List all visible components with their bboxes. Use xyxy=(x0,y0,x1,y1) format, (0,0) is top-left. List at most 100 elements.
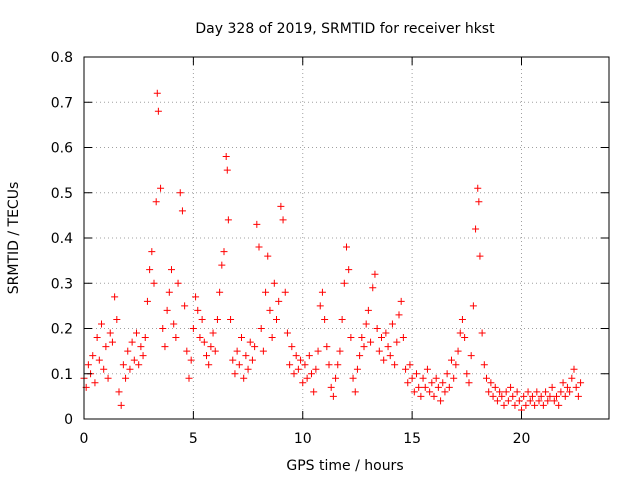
data-point xyxy=(154,107,162,115)
data-point xyxy=(209,329,217,337)
data-point xyxy=(327,383,335,391)
data-point xyxy=(498,392,506,400)
data-point xyxy=(478,329,486,337)
data-point xyxy=(570,365,578,373)
data-point xyxy=(456,329,464,337)
data-point xyxy=(130,356,138,364)
data-point xyxy=(487,379,495,387)
data-point xyxy=(443,370,451,378)
data-point xyxy=(415,383,423,391)
data-point xyxy=(572,383,580,391)
data-point xyxy=(222,153,230,161)
data-point xyxy=(211,347,219,355)
data-point xyxy=(168,266,175,274)
data-point xyxy=(292,352,300,360)
data-point xyxy=(568,374,576,382)
data-point xyxy=(255,243,263,251)
data-point xyxy=(93,334,101,342)
data-point xyxy=(329,392,337,400)
plot-frame xyxy=(83,56,610,420)
data-point xyxy=(106,329,114,337)
data-point xyxy=(417,392,425,400)
data-point xyxy=(349,374,357,382)
data-point xyxy=(353,365,361,373)
data-point xyxy=(325,361,333,369)
data-point xyxy=(240,374,248,382)
x-tick-label: 5 xyxy=(189,431,198,447)
data-point xyxy=(391,361,399,369)
data-point xyxy=(152,198,160,206)
data-point xyxy=(270,279,278,287)
data-point xyxy=(397,297,405,305)
data-point xyxy=(290,370,298,378)
data-point xyxy=(340,279,348,287)
data-point xyxy=(266,306,274,314)
data-point xyxy=(137,343,145,351)
y-tick-label: 0.5 xyxy=(51,186,73,202)
data-point xyxy=(531,401,539,409)
data-point xyxy=(474,184,482,192)
data-point xyxy=(207,343,215,351)
data-point xyxy=(362,320,370,328)
data-point xyxy=(279,216,287,224)
data-point xyxy=(244,365,252,373)
x-axis-label: GPS time / hours xyxy=(286,458,403,474)
y-tick-label: 0.1 xyxy=(51,367,73,383)
data-point xyxy=(238,334,245,342)
data-point xyxy=(84,361,92,369)
data-point xyxy=(364,306,372,314)
data-point xyxy=(493,397,501,405)
data-point xyxy=(375,347,383,355)
data-point xyxy=(223,166,231,174)
data-point xyxy=(321,315,329,323)
data-point xyxy=(491,383,499,391)
data-point xyxy=(98,320,105,328)
data-point xyxy=(408,374,416,382)
data-point xyxy=(467,352,475,360)
data-point xyxy=(428,379,436,387)
data-point xyxy=(288,343,296,351)
data-point xyxy=(485,388,493,396)
data-point xyxy=(515,397,523,405)
data-point xyxy=(172,334,180,342)
data-point xyxy=(159,325,167,332)
data-point xyxy=(174,279,182,287)
data-point xyxy=(511,401,519,409)
data-point xyxy=(91,379,99,387)
data-point xyxy=(187,356,195,364)
data-point xyxy=(373,325,381,332)
data-point xyxy=(303,374,311,382)
data-point xyxy=(475,198,483,206)
data-point xyxy=(432,374,440,382)
data-point xyxy=(504,397,512,405)
data-point xyxy=(557,388,565,396)
data-point xyxy=(308,370,315,378)
data-point xyxy=(146,266,154,274)
data-point xyxy=(371,270,379,278)
data-point xyxy=(253,220,261,228)
data-point xyxy=(299,379,307,387)
data-point xyxy=(310,388,318,396)
data-point xyxy=(395,311,403,319)
data-point xyxy=(358,334,366,342)
data-point xyxy=(218,261,226,269)
x-tick-label: 15 xyxy=(403,431,421,447)
data-point xyxy=(533,388,541,396)
data-point xyxy=(200,338,208,346)
data-point xyxy=(139,352,147,360)
data-point xyxy=(463,370,471,378)
grid-lines xyxy=(84,57,609,419)
data-point xyxy=(259,347,267,355)
y-tick-label: 0.7 xyxy=(51,95,73,111)
data-point xyxy=(246,338,254,346)
data-point xyxy=(378,334,385,342)
data-point xyxy=(242,352,250,360)
data-point xyxy=(553,392,560,400)
data-point xyxy=(555,401,563,409)
data-point xyxy=(356,352,364,360)
data-point xyxy=(286,361,294,369)
data-point xyxy=(323,343,331,351)
data-point xyxy=(275,297,283,305)
data-point xyxy=(165,288,173,296)
data-point xyxy=(384,343,392,351)
